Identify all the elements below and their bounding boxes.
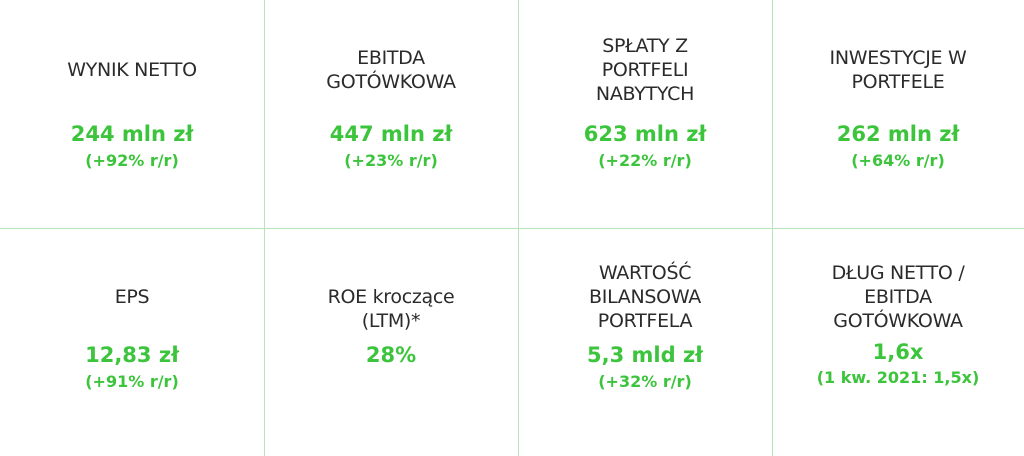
kpi-label-line: BILANSOWA <box>589 286 701 308</box>
kpi-label: WYNIK NETTO <box>0 58 264 82</box>
kpi-label: SPŁATY Z PORTFELI NABYTYCH <box>518 34 772 106</box>
kpi-label-line: PORTFELI <box>601 59 689 81</box>
kpi-label-line: ROE kroczące <box>327 286 455 308</box>
kpi-label-line: SPŁATY Z <box>602 35 688 57</box>
kpi-change: (1 kw. 2021: 1,5x) <box>816 368 980 387</box>
kpi-label: EPS <box>0 285 264 309</box>
kpi-value: 244 mln zł <box>70 122 194 146</box>
kpi-label-line: EPS <box>114 286 150 308</box>
kpi-value: 28% <box>365 343 417 367</box>
kpi-label-line: GOTÓWKOWA <box>326 71 456 93</box>
kpi-label-line: EBITDA <box>864 286 932 308</box>
kpi-label-line: INWESTYCJE W <box>829 47 967 69</box>
kpi-value: 5,3 mld zł <box>587 343 703 367</box>
kpi-label: ROE kroczące (LTM)* <box>264 285 518 333</box>
kpi-change: (+23% r/r) <box>344 151 438 170</box>
kpi-cell-roe: ROE kroczące (LTM)* 28% <box>264 228 518 456</box>
kpi-change: (+32% r/r) <box>598 372 692 391</box>
kpi-label-line: PORTFELE <box>851 71 945 93</box>
kpi-label-line: EBITDA <box>357 47 425 69</box>
row-divider <box>0 228 1024 229</box>
kpi-label-line: NABYTYCH <box>595 83 695 105</box>
kpi-label: INWESTYCJE W PORTFELE <box>772 46 1024 94</box>
kpi-label-line: WARTOŚĆ <box>598 262 692 284</box>
kpi-value: 12,83 zł <box>85 343 179 367</box>
kpi-label: DŁUG NETTO / EBITDA GOTÓWKOWA <box>772 261 1024 333</box>
kpi-label-line: GOTÓWKOWA <box>833 310 963 332</box>
kpi-cell-net-debt-ebitda: DŁUG NETTO / EBITDA GOTÓWKOWA 1,6x (1 kw… <box>772 228 1024 456</box>
kpi-cell-portfolio-book-value: WARTOŚĆ BILANSOWA PORTFELA 5,3 mld zł (+… <box>518 228 772 456</box>
kpi-change: (+64% r/r) <box>851 151 945 170</box>
kpi-value: 1,6x <box>872 340 924 364</box>
kpi-value: 447 mln zł <box>329 122 453 146</box>
kpi-label-line: PORTFELA <box>597 310 693 332</box>
kpi-change: (+92% r/r) <box>85 151 179 170</box>
kpi-label: EBITDA GOTÓWKOWA <box>264 46 518 94</box>
kpi-value: 623 mln zł <box>583 122 707 146</box>
kpi-value: 262 mln zł <box>836 122 960 146</box>
kpi-cell-portfolio-investments: INWESTYCJE W PORTFELE 262 mln zł (+64% r… <box>772 0 1024 228</box>
kpi-cell-cash-ebitda: EBITDA GOTÓWKOWA 447 mln zł (+23% r/r) <box>264 0 518 228</box>
kpi-change: (+91% r/r) <box>85 372 179 391</box>
kpi-cell-eps: EPS 12,83 zł (+91% r/r) <box>0 228 264 456</box>
kpi-cell-portfolio-repayments: SPŁATY Z PORTFELI NABYTYCH 623 mln zł (+… <box>518 0 772 228</box>
kpi-change: (+22% r/r) <box>598 151 692 170</box>
kpi-label: WARTOŚĆ BILANSOWA PORTFELA <box>518 261 772 333</box>
kpi-label-line: (LTM)* <box>361 310 421 332</box>
kpi-cell-net-profit: WYNIK NETTO 244 mln zł (+92% r/r) <box>0 0 264 228</box>
kpi-label-line: WYNIK NETTO <box>67 59 197 81</box>
kpi-label-line: DŁUG NETTO / <box>831 262 965 284</box>
